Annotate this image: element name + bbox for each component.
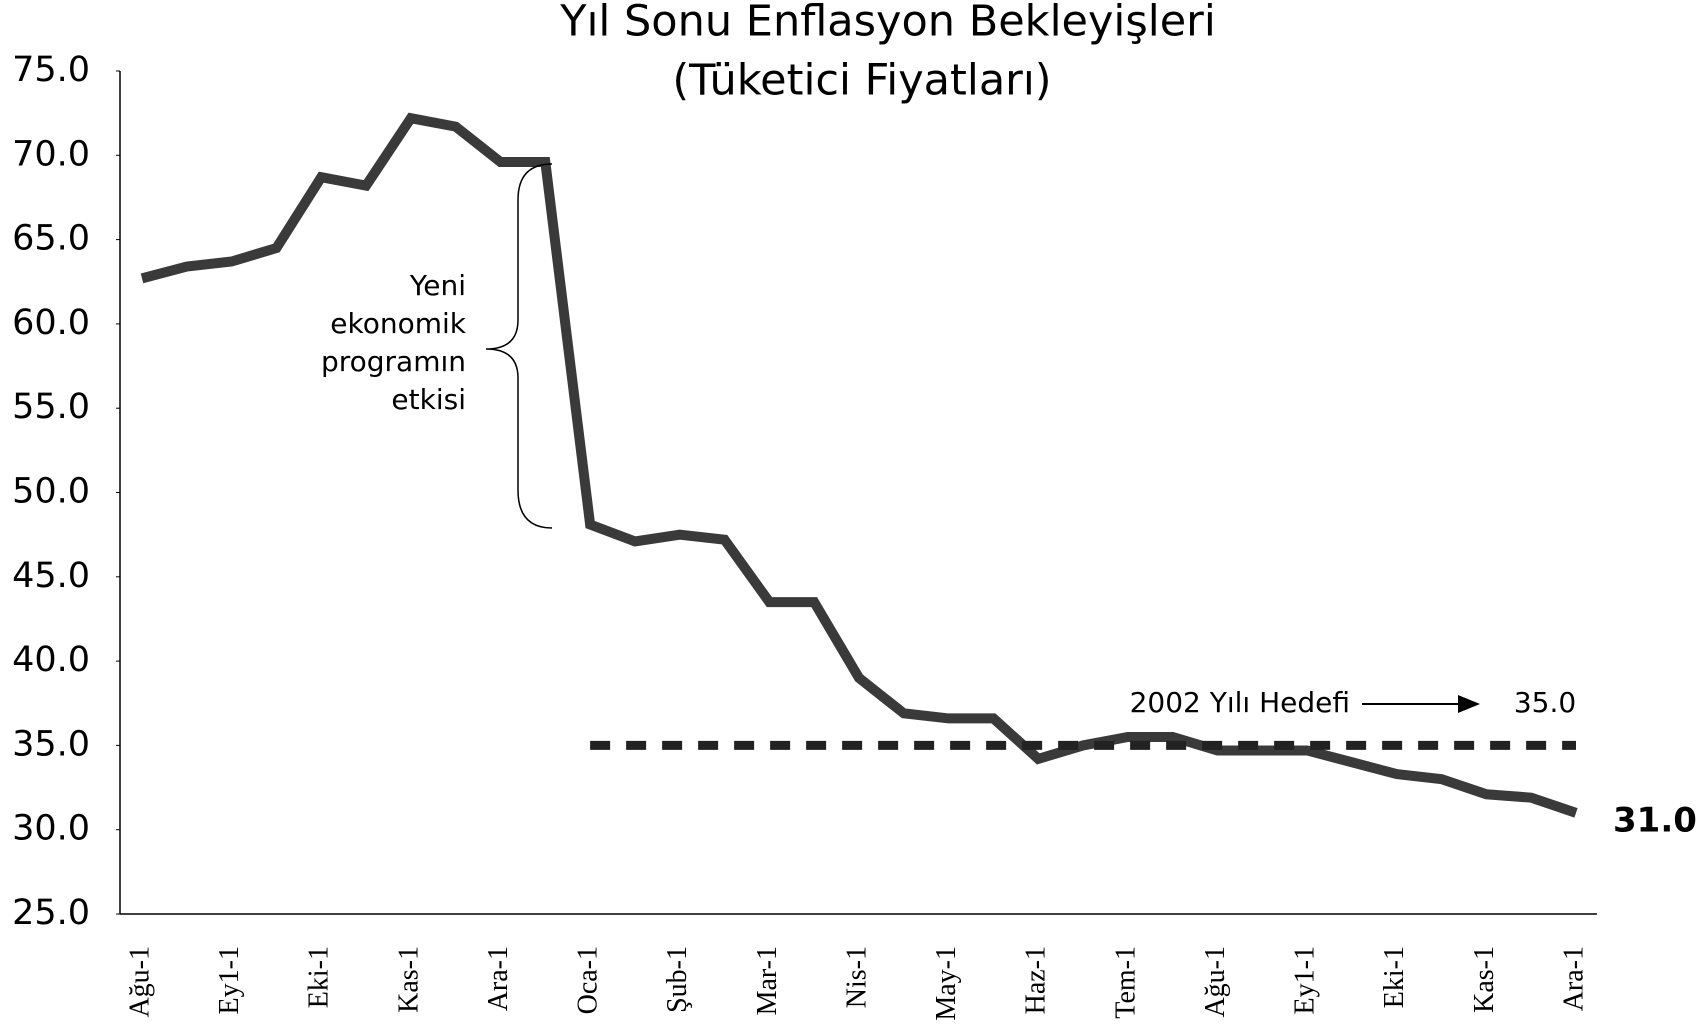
y-tick-label: 65.0 <box>12 219 90 259</box>
y-tick-label: 55.0 <box>12 387 90 427</box>
chart-title: Yıl Sonu Enflasyon Bekleyişleri <box>559 0 1216 47</box>
y-tick-label: 25.0 <box>12 893 90 933</box>
x-tick-label: Eki-1 <box>1379 946 1410 1008</box>
x-tick-label: Ey1-1 <box>1290 946 1321 1014</box>
x-tick-label: Eki-1 <box>304 946 335 1008</box>
x-tick-label: Ey1-1 <box>214 946 245 1014</box>
x-tick-label: Mar-1 <box>752 946 783 1015</box>
target-label: 2002 Yılı Hedefi <box>1130 686 1350 719</box>
x-tick-label: Oca-1 <box>573 946 604 1014</box>
x-tick-label: Kas-1 <box>1469 946 1500 1013</box>
brace <box>485 163 553 529</box>
annotation: Yeni <box>409 269 466 302</box>
chart-subtitle: (Tüketici Fiyatları) <box>672 56 1051 106</box>
y-tick-label: 45.0 <box>12 556 90 596</box>
y-tick-label: 75.0 <box>12 50 90 90</box>
y-tick-label: 35.0 <box>12 724 90 764</box>
y-tick-label: 40.0 <box>12 640 90 680</box>
x-tick-label: May-1 <box>931 946 962 1021</box>
annotation: etkisi <box>391 383 466 416</box>
y-tick-label: 70.0 <box>12 134 90 174</box>
annotation: programın <box>321 345 466 378</box>
x-tick-label: Ağu-1 <box>1200 946 1231 1018</box>
annotation: ekonomik <box>330 307 467 340</box>
arrow-head <box>1458 695 1480 713</box>
x-tick-label: Ara-1 <box>483 946 514 1011</box>
x-tick-label: Şub-1 <box>662 946 693 1013</box>
x-tick-label: Haz-1 <box>1021 946 1052 1014</box>
x-tick-label: Ağu-1 <box>124 946 155 1018</box>
data-line <box>140 112 1578 818</box>
x-tick-label: Tem-1 <box>1110 946 1141 1019</box>
x-tick-label: Ara-1 <box>1558 946 1589 1011</box>
target-value-label: 35.0 <box>1514 686 1576 719</box>
x-tick-label: Nis-1 <box>841 946 872 1008</box>
y-tick-label: 50.0 <box>12 472 90 512</box>
end-value-label: 31.0 <box>1613 801 1697 841</box>
y-tick-label: 60.0 <box>12 303 90 343</box>
x-tick-label: Kas-1 <box>393 946 424 1013</box>
y-tick-label: 30.0 <box>12 809 90 849</box>
